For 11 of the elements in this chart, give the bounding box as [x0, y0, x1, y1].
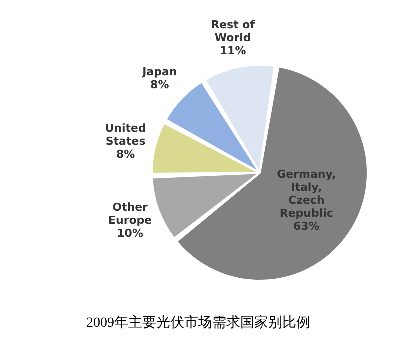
- slice-label: Germany, Italy, Czech Republic: [277, 168, 336, 220]
- text: 2009年主要光伏市场需求国家别比例: [86, 314, 312, 332]
- data-label: 10%: [117, 226, 144, 240]
- slice-label: Rest of World: [211, 18, 256, 44]
- slice-label: United States: [105, 121, 146, 148]
- slice-label: Other Europe: [108, 200, 152, 227]
- data-label: 8%: [116, 147, 136, 160]
- data-label: 11%: [220, 44, 246, 58]
- slice-label: Japan: [142, 65, 178, 78]
- data-label: 63%: [293, 220, 320, 233]
- data-label: 8%: [150, 78, 170, 92]
